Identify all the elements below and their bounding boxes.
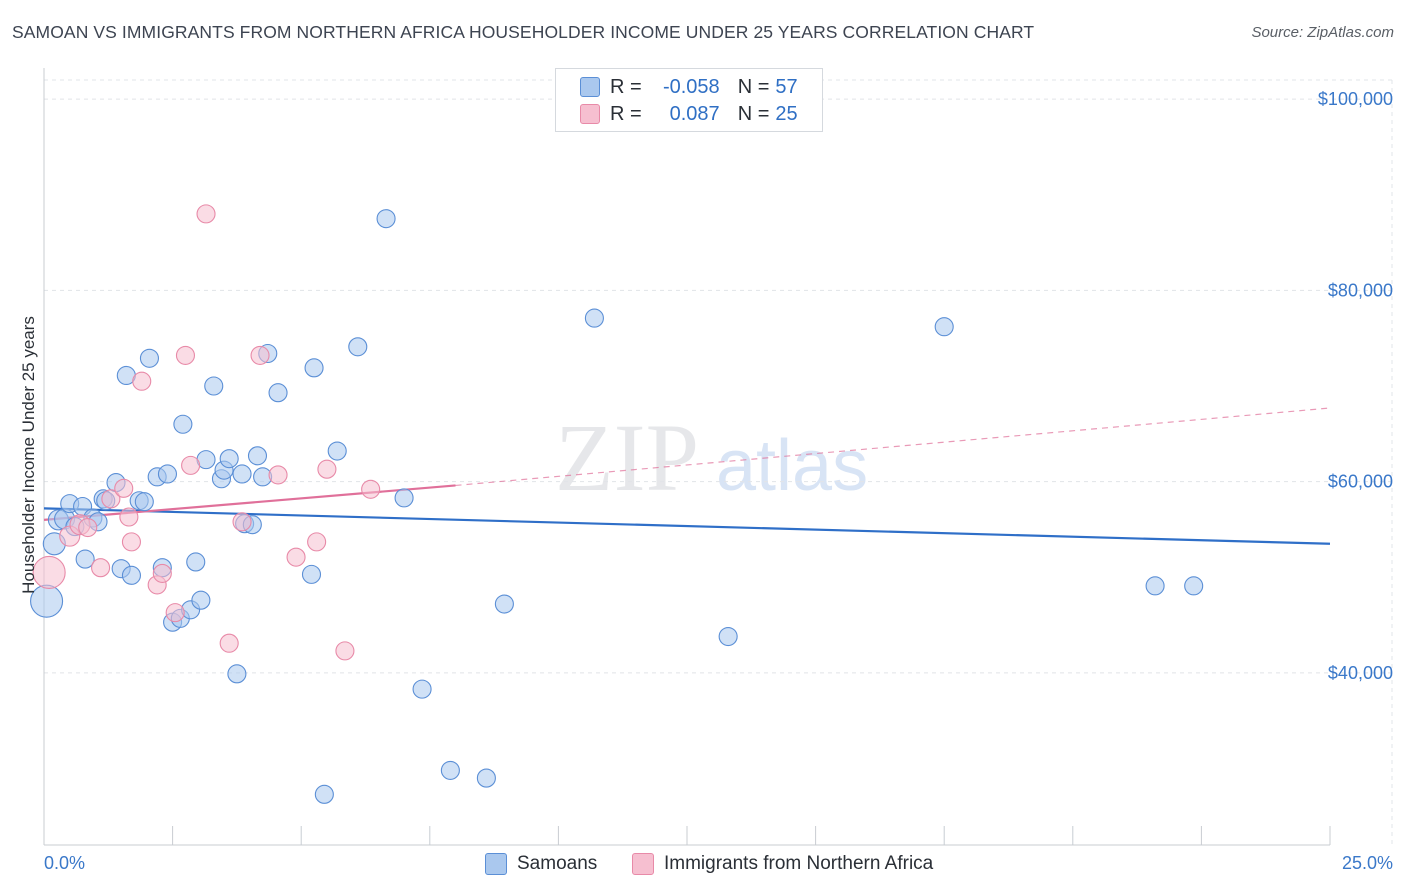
data-point-immigrants <box>114 478 134 498</box>
data-point-immigrants <box>335 641 355 661</box>
data-point-immigrants <box>91 558 111 578</box>
series-legend-samoans: Samoans <box>485 852 597 876</box>
data-point-immigrants <box>132 371 152 391</box>
watermark-atlas: atlas <box>716 426 868 506</box>
y-tick-label: $40,000 <box>1328 663 1393 683</box>
data-point-immigrants <box>121 532 141 552</box>
data-point-immigrants <box>307 532 327 552</box>
data-point-samoans <box>376 209 396 229</box>
y-tick-label: $80,000 <box>1328 280 1393 300</box>
data-point-samoans <box>268 383 288 403</box>
data-point-immigrants <box>196 204 216 224</box>
data-point-samoans <box>173 414 193 434</box>
legend-swatch-samoans <box>580 77 600 97</box>
data-point-samoans <box>394 488 414 508</box>
trend-line-samoans <box>43 507 1331 545</box>
data-point-samoans <box>440 760 460 780</box>
data-point-immigrants <box>286 547 306 567</box>
data-point-samoans <box>584 308 604 328</box>
series-legend-immigrants: Immigrants from Northern Africa <box>632 852 933 876</box>
data-point-immigrants <box>101 489 121 509</box>
data-point-samoans <box>121 565 141 585</box>
watermark-zip: ZIP <box>555 404 699 511</box>
data-point-immigrants <box>152 563 172 583</box>
axes <box>43 68 1331 846</box>
y-tick-label: $100,000 <box>1318 89 1393 109</box>
data-point-samoans <box>204 376 224 396</box>
data-point-samoans <box>412 679 432 699</box>
data-point-samoans <box>186 552 206 572</box>
data-point-samoans <box>247 446 268 466</box>
trend-line-immigrants <box>43 484 456 521</box>
series-swatch-samoans <box>485 853 507 875</box>
legend-r-value: -0.058 <box>662 75 720 98</box>
data-point-samoans <box>1145 576 1165 596</box>
data-point-immigrants <box>181 455 201 475</box>
series-label-samoans: Samoans <box>517 853 598 874</box>
legend-r-label: R = <box>610 102 642 125</box>
legend-r-label: R = <box>610 75 642 98</box>
data-point-immigrants <box>361 479 381 499</box>
y-axis-label: Householder Income Under 25 years <box>19 316 38 594</box>
data-point-immigrants <box>165 603 185 623</box>
trend-lines <box>43 407 1331 545</box>
legend-n-label: N = <box>737 102 770 125</box>
legend-row-samoans: R = -0.058 N = 57 <box>580 75 798 99</box>
data-point-samoans <box>75 549 95 569</box>
data-point-immigrants <box>268 465 288 485</box>
data-point-samoans <box>476 768 496 788</box>
data-point-immigrants <box>317 459 337 479</box>
data-point-immigrants <box>219 633 239 653</box>
data-point-samoans <box>219 449 239 469</box>
data-point-immigrants <box>232 512 252 532</box>
x-tick-label-max: 25.0% <box>1342 853 1393 873</box>
data-point-samoans <box>301 564 322 584</box>
data-point-samoans <box>934 317 954 337</box>
data-point-samoans <box>227 664 247 684</box>
data-point-samoans <box>1184 576 1204 596</box>
data-point-samoans <box>134 492 154 512</box>
legend-n-label: N = <box>737 75 770 98</box>
data-point-samoans <box>327 441 347 461</box>
data-point-samoans <box>157 464 178 484</box>
data-point-immigrants <box>175 345 196 365</box>
data-point-samoans <box>304 358 324 378</box>
data-point-immigrants <box>250 345 270 365</box>
trend-line-immigrants-extended <box>455 407 1331 487</box>
data-points <box>30 204 1204 804</box>
legend-n-value: 25 <box>775 102 798 125</box>
data-point-samoans <box>314 784 334 804</box>
series-swatch-immigrants <box>632 853 654 875</box>
legend-swatch-immigrants <box>580 104 600 124</box>
legend-row-immigrants: R = 0.087 N = 25 <box>580 102 798 126</box>
y-tick-label: $60,000 <box>1328 472 1393 492</box>
data-point-samoans <box>348 337 368 357</box>
x-tick-label-min: 0.0% <box>44 853 85 873</box>
data-point-samoans <box>494 594 514 614</box>
chart-title: SAMOAN VS IMMIGRANTS FROM NORTHERN AFRIC… <box>12 22 1035 42</box>
data-point-immigrants <box>119 507 139 527</box>
legend-n-value: 57 <box>775 75 798 98</box>
data-point-immigrants <box>78 517 98 538</box>
series-label-immigrants: Immigrants from Northern Africa <box>664 853 934 874</box>
data-point-samoans <box>718 626 738 647</box>
tick-labels: $40,000 $60,000 $80,000 $100,000 0.0% 25.0% Ho… <box>19 89 1393 873</box>
data-point-immigrants <box>32 555 66 590</box>
source-credit: Source: ZipAtlas.com <box>1251 24 1394 41</box>
data-point-samoans <box>232 464 252 484</box>
data-point-samoans <box>191 590 211 610</box>
data-point-samoans <box>139 348 160 368</box>
watermark: ZIP atlas <box>555 404 868 511</box>
legend-r-value: 0.087 <box>669 102 720 125</box>
correlation-legend: R = -0.058 N = 57 R = 0.087 N = 25 <box>555 68 823 132</box>
